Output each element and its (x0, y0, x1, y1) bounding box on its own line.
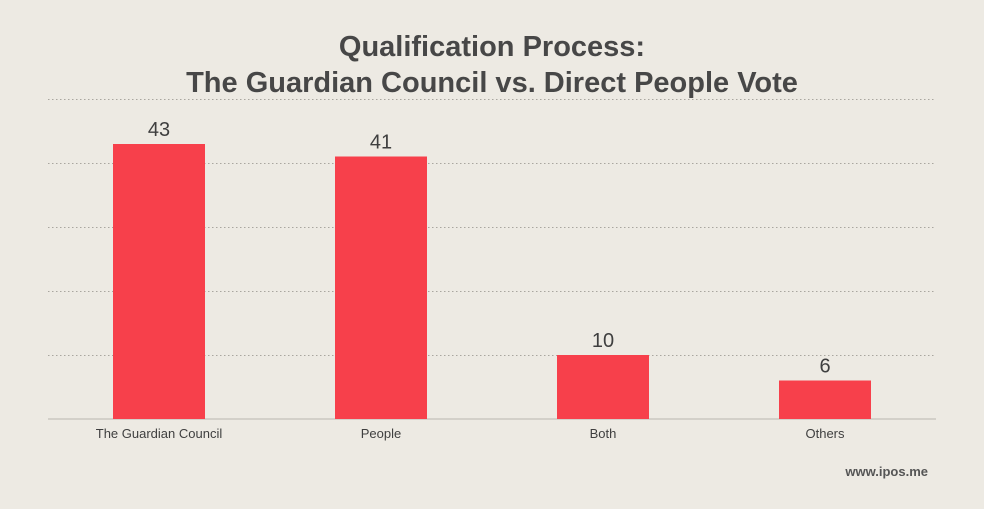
chart-title: Qualification Process: The Guardian Coun… (186, 31, 798, 99)
bar-1 (335, 156, 427, 419)
value-label-3: 6 (819, 356, 830, 378)
category-label-3: Others (805, 426, 845, 441)
value-label-2: 10 (592, 330, 614, 352)
value-label-0: 43 (148, 119, 170, 141)
value-label-1: 41 (370, 132, 392, 154)
category-labels: The Guardian Council People Both Others (96, 426, 845, 441)
bar-0 (113, 143, 205, 420)
category-label-0: The Guardian Council (96, 426, 223, 441)
chart-title-line-2: The Guardian Council vs. Direct People V… (186, 67, 798, 99)
bar-3 (779, 380, 871, 419)
bar-2 (557, 355, 649, 419)
bars (113, 143, 871, 420)
value-labels: 43 41 10 6 (148, 119, 831, 378)
source-watermark: www.ipos.me (844, 464, 928, 479)
category-label-1: People (361, 426, 401, 441)
chart-title-line-1: Qualification Process: (339, 31, 645, 63)
category-label-2: Both (590, 426, 617, 441)
